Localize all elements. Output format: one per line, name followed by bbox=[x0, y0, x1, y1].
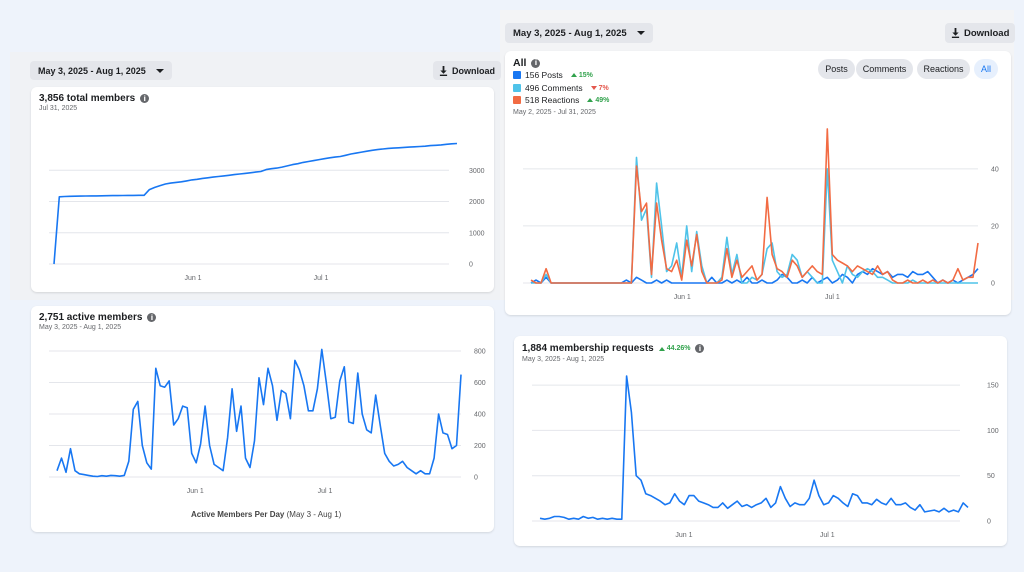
reactions-swatch bbox=[513, 96, 521, 104]
date-range-dropdown-right[interactable]: May 3, 2025 - Aug 1, 2025 bbox=[505, 23, 653, 43]
y-tick-label: 3000 bbox=[469, 168, 485, 175]
change-badge: 44.26% bbox=[658, 345, 691, 352]
chart-caption: Active Members Per Day (May 3 - Aug 1) bbox=[191, 510, 341, 519]
date-range-label: May 3, 2025 - Aug 1, 2025 bbox=[38, 65, 146, 76]
download-button-right[interactable]: Download bbox=[945, 23, 1016, 43]
engagement-card: All i 156 Posts 15% 496 Comments 7% 518 … bbox=[505, 51, 1011, 315]
x-tick-label: Jun 1 bbox=[187, 488, 204, 495]
y-tick-label: 0 bbox=[987, 519, 991, 526]
change-badge: 15% bbox=[570, 71, 593, 79]
info-icon[interactable]: i bbox=[140, 94, 150, 103]
y-tick-label: 0 bbox=[991, 281, 995, 288]
change-value: 49% bbox=[595, 96, 610, 104]
card-subtitle: May 2, 2025 - Jul 31, 2025 bbox=[513, 109, 596, 116]
series-line-reactions bbox=[530, 128, 979, 284]
legend-comments: 496 Comments 7% bbox=[513, 83, 609, 93]
filter-reactions[interactable]: Reactions bbox=[917, 59, 970, 79]
series-line-main bbox=[56, 348, 462, 478]
legend-label: 496 Comments bbox=[525, 83, 583, 93]
active-members-card: 2,751 active members i May 3, 2025 - Aug… bbox=[31, 306, 494, 532]
change-value: 7% bbox=[598, 84, 609, 92]
engagement-title: All bbox=[513, 57, 527, 69]
download-button-left[interactable]: Download bbox=[433, 61, 501, 80]
posts-swatch bbox=[513, 71, 521, 79]
info-icon[interactable]: i bbox=[531, 58, 541, 68]
card-title: All i bbox=[513, 57, 541, 69]
y-tick-label: 200 bbox=[474, 443, 486, 450]
x-tick-label: Jun 1 bbox=[675, 532, 692, 539]
chevron-down-icon bbox=[636, 31, 645, 35]
card-title: 3,856 total members i bbox=[39, 93, 150, 104]
x-tick-label: Jul 1 bbox=[318, 488, 333, 495]
date-range-label: May 3, 2025 - Aug 1, 2025 bbox=[513, 27, 627, 39]
change-badge: 7% bbox=[590, 84, 609, 92]
active-members-title: 2,751 active members bbox=[39, 312, 143, 323]
total-members-title: 3,856 total members bbox=[39, 93, 136, 104]
x-tick-label: Jul 1 bbox=[314, 275, 329, 282]
y-tick-label: 20 bbox=[991, 223, 999, 230]
filter-all[interactable]: All bbox=[974, 59, 998, 79]
download-icon bbox=[439, 65, 448, 76]
change-value: 44.26% bbox=[666, 345, 691, 352]
download-label: Download bbox=[964, 27, 1010, 39]
x-tick-label: Jun 1 bbox=[674, 294, 691, 301]
filter-posts[interactable]: Posts bbox=[818, 59, 855, 79]
trend-up-icon bbox=[587, 98, 594, 102]
change-badge: 49% bbox=[587, 97, 609, 104]
legend-reactions: 518 Reactions 49% bbox=[513, 95, 609, 105]
x-tick-label: Jul 1 bbox=[825, 294, 840, 301]
trend-down-icon bbox=[590, 86, 597, 90]
y-tick-label: 0 bbox=[474, 475, 478, 482]
download-label: Download bbox=[452, 65, 495, 76]
legend-label: 518 Reactions bbox=[525, 95, 580, 105]
y-tick-label: 40 bbox=[991, 166, 999, 173]
series-line-main bbox=[53, 142, 458, 265]
y-tick-label: 2000 bbox=[469, 199, 485, 206]
legend-posts: 156 Posts 15% bbox=[513, 70, 593, 80]
active-members-chart: 0 200 400 600 800 Jun 1 Jul 1 bbox=[49, 348, 486, 495]
trend-up-icon bbox=[658, 346, 665, 351]
caption-range: (May 3 - Aug 1) bbox=[286, 510, 342, 519]
y-tick-label: 0 bbox=[469, 262, 473, 269]
chevron-down-icon bbox=[155, 68, 164, 73]
y-tick-label: 400 bbox=[474, 412, 486, 419]
change-value: 15% bbox=[578, 71, 593, 79]
card-title: 1,884 membership requests 44.26% i bbox=[522, 343, 705, 354]
y-tick-label: 50 bbox=[987, 473, 995, 480]
engagement-chart: 0 20 40 Jun 1 Jul 1 bbox=[523, 128, 999, 301]
total-members-chart: 0 1000 2000 3000 Jun 1 Jul 1 bbox=[49, 142, 485, 282]
x-tick-label: Jun 1 bbox=[184, 275, 201, 282]
info-icon[interactable]: i bbox=[147, 313, 157, 322]
date-range-dropdown-left[interactable]: May 3, 2025 - Aug 1, 2025 bbox=[30, 61, 172, 80]
y-tick-label: 100 bbox=[987, 428, 999, 435]
y-tick-label: 150 bbox=[987, 383, 999, 390]
filter-comments[interactable]: Comments bbox=[856, 59, 913, 79]
info-icon[interactable]: i bbox=[695, 344, 705, 353]
membership-requests-title: 1,884 membership requests bbox=[522, 343, 654, 354]
comments-swatch bbox=[513, 84, 521, 92]
series-line-main bbox=[539, 375, 969, 520]
caption-title: Active Members Per Day bbox=[191, 510, 285, 519]
x-tick-label: Jul 1 bbox=[820, 532, 835, 539]
y-tick-label: 800 bbox=[474, 349, 486, 356]
total-members-card: 3,856 total members i Jul 31, 2025 0 1000… bbox=[31, 87, 494, 292]
card-subtitle: May 3, 2025 - Aug 1, 2025 bbox=[522, 356, 605, 363]
series-line-comments bbox=[531, 156, 978, 284]
download-icon bbox=[951, 28, 960, 38]
trend-up-icon bbox=[570, 73, 577, 77]
y-tick-label: 600 bbox=[474, 380, 486, 387]
membership-requests-chart: 0 50 100 150 Jun 1 Jul 1 bbox=[532, 375, 999, 539]
membership-requests-card: 1,884 membership requests 44.26% i May 3… bbox=[514, 336, 1007, 546]
legend-label: 156 Posts bbox=[525, 70, 563, 80]
card-title: 2,751 active members i bbox=[39, 312, 157, 323]
y-tick-label: 1000 bbox=[469, 230, 485, 237]
card-subtitle: Jul 31, 2025 bbox=[39, 105, 78, 112]
card-subtitle: May 3, 2025 - Aug 1, 2025 bbox=[39, 324, 122, 331]
